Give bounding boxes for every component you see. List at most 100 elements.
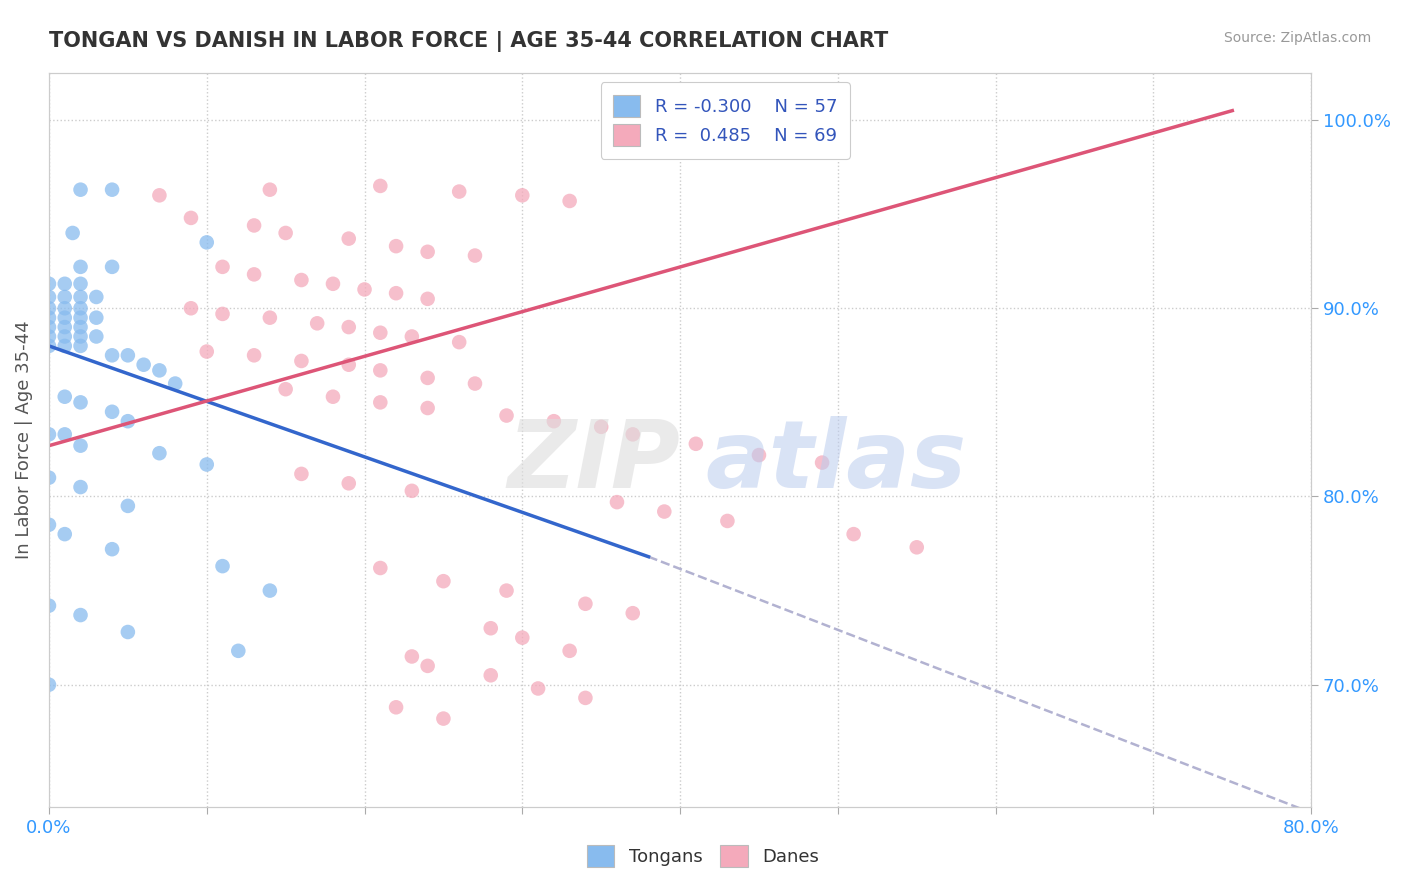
Point — [180, 211, 202, 225]
Point — [274, 226, 297, 240]
Point — [337, 358, 360, 372]
Point — [322, 390, 344, 404]
Point — [606, 495, 628, 509]
Point — [259, 310, 281, 325]
Text: atlas: atlas — [706, 416, 966, 508]
Point — [543, 414, 565, 428]
Point — [479, 621, 502, 635]
Point — [132, 358, 155, 372]
Point — [353, 282, 375, 296]
Point — [117, 414, 139, 428]
Point — [69, 608, 91, 623]
Point — [416, 292, 439, 306]
Point — [38, 290, 60, 304]
Point — [101, 348, 124, 362]
Point — [84, 329, 107, 343]
Point — [38, 339, 60, 353]
Point — [195, 235, 218, 250]
Point — [510, 188, 533, 202]
Point — [195, 344, 218, 359]
Point — [290, 273, 312, 287]
Point — [621, 606, 644, 620]
Point — [69, 310, 91, 325]
Point — [385, 239, 408, 253]
Point — [385, 286, 408, 301]
Point — [368, 326, 391, 340]
Point — [591, 420, 613, 434]
Text: TONGAN VS DANISH IN LABOR FORCE | AGE 35-44 CORRELATION CHART: TONGAN VS DANISH IN LABOR FORCE | AGE 35… — [49, 31, 889, 53]
Point — [811, 456, 834, 470]
Point — [53, 527, 76, 541]
Point — [368, 178, 391, 193]
Point — [337, 232, 360, 246]
Point — [558, 194, 581, 208]
Point — [416, 371, 439, 385]
Point — [416, 244, 439, 259]
Point — [243, 219, 266, 233]
Point — [69, 183, 91, 197]
Point — [495, 583, 517, 598]
Point — [38, 329, 60, 343]
Point — [685, 437, 707, 451]
Point — [69, 395, 91, 409]
Point — [69, 301, 91, 316]
Point — [432, 712, 454, 726]
Point — [211, 559, 233, 574]
Point — [38, 517, 60, 532]
Point — [464, 248, 486, 262]
Point — [69, 339, 91, 353]
Point — [180, 301, 202, 316]
Point — [416, 659, 439, 673]
Point — [53, 277, 76, 291]
Point — [117, 625, 139, 640]
Point — [432, 574, 454, 589]
Point — [38, 427, 60, 442]
Point — [652, 504, 675, 518]
Point — [574, 597, 596, 611]
Point — [307, 316, 329, 330]
Point — [716, 514, 738, 528]
Point — [101, 260, 124, 274]
Point — [290, 354, 312, 368]
Point — [243, 268, 266, 282]
Point — [211, 260, 233, 274]
Point — [84, 290, 107, 304]
Point — [62, 226, 84, 240]
Point — [905, 541, 928, 555]
Point — [401, 329, 423, 343]
Point — [38, 678, 60, 692]
Text: ZIP: ZIP — [508, 416, 681, 508]
Point — [69, 260, 91, 274]
Point — [527, 681, 550, 696]
Point — [148, 446, 170, 460]
Point — [558, 644, 581, 658]
Point — [38, 301, 60, 316]
Point — [101, 183, 124, 197]
Point — [148, 188, 170, 202]
Point — [38, 599, 60, 613]
Point — [69, 480, 91, 494]
Point — [84, 310, 107, 325]
Point — [385, 700, 408, 714]
Point — [211, 307, 233, 321]
Point — [368, 363, 391, 377]
Point — [479, 668, 502, 682]
Point — [165, 376, 187, 391]
Point — [259, 583, 281, 598]
Point — [337, 320, 360, 334]
Point — [322, 277, 344, 291]
Legend: R = -0.300    N = 57, R =  0.485    N = 69: R = -0.300 N = 57, R = 0.485 N = 69 — [600, 82, 851, 159]
Point — [117, 348, 139, 362]
Point — [259, 183, 281, 197]
Point — [574, 690, 596, 705]
Point — [464, 376, 486, 391]
Point — [449, 185, 471, 199]
Point — [69, 277, 91, 291]
Point — [401, 649, 423, 664]
Point — [226, 644, 249, 658]
Point — [748, 448, 770, 462]
Point — [101, 542, 124, 557]
Point — [38, 310, 60, 325]
Point — [416, 401, 439, 415]
Point — [53, 290, 76, 304]
